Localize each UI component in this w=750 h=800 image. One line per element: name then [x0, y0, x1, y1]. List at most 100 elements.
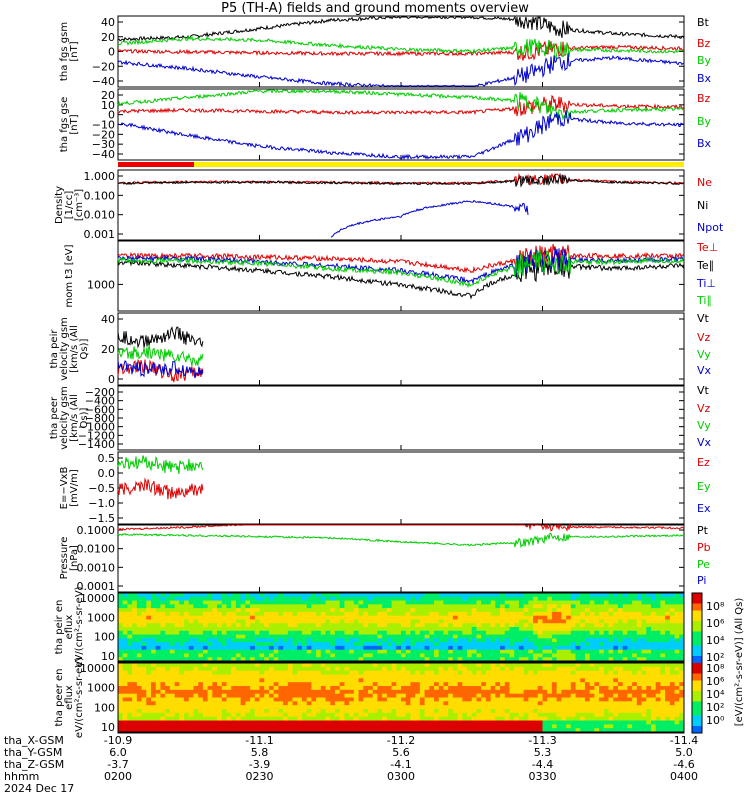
spectrogram-cell: [528, 716, 534, 721]
spectrogram-cell: [415, 619, 421, 624]
spectrogram-cell: [202, 623, 209, 628]
spectrogram-cell: [297, 630, 303, 635]
spectrogram-cell: [334, 728, 341, 733]
spectrogram-cell: [316, 645, 322, 651]
spectrogram-cell: [198, 619, 204, 624]
spectrogram-cell: [297, 600, 303, 605]
spectrogram-cell: [292, 716, 298, 721]
spectrogram-cell: [665, 593, 671, 598]
spectrogram-cell: [240, 630, 246, 635]
spectrogram-cell: [179, 716, 185, 721]
spectrogram-cell: [429, 701, 435, 706]
spectrogram-cell: [226, 670, 232, 675]
spectrogram-cell: [401, 678, 407, 683]
spectrogram-cell: [429, 674, 435, 679]
spectrogram-cell: [556, 724, 562, 729]
spectrogram-cell: [250, 623, 256, 628]
spectrogram-cell: [165, 689, 171, 695]
spectrogram-cell: [443, 649, 449, 654]
spectrogram-cell: [179, 663, 185, 668]
spectrogram-cell: [650, 642, 657, 647]
spectrogram-cell: [264, 678, 270, 683]
spectrogram-cell: [264, 653, 270, 658]
xaxis-value: 5.8: [251, 746, 269, 759]
spectrogram-cell: [169, 649, 175, 654]
spectrogram-cell: [622, 728, 628, 733]
spectrogram-cell: [316, 638, 322, 643]
spectrogram-cell: [311, 630, 317, 635]
spectrogram-cell: [471, 627, 477, 632]
spectrogram-cell: [617, 697, 624, 702]
spectrogram-cell: [599, 593, 605, 598]
spectrogram-cell: [537, 682, 543, 687]
spectrogram-cell: [589, 649, 595, 654]
spectrogram-cell: [471, 716, 477, 721]
spectrogram-cell: [207, 712, 213, 718]
spectrogram-cell: [617, 615, 624, 620]
spectrogram-cell: [377, 649, 383, 654]
spectrogram-cell: [485, 678, 492, 683]
spectrogram-cell: [476, 705, 482, 710]
spectrogram-cell: [396, 674, 402, 679]
spectrogram-cell: [570, 686, 576, 691]
spectrogram-cell: [118, 682, 124, 687]
spectrogram-cell: [419, 720, 425, 725]
spectrogram-cell: [603, 600, 609, 605]
spectrogram-cell: [264, 720, 270, 725]
spectrogram-cell: [334, 712, 341, 718]
spectrogram-cell: [481, 709, 487, 714]
spectrogram-cell: [367, 712, 374, 718]
spectrogram-cell: [401, 615, 407, 620]
spectrogram-cell: [358, 678, 364, 683]
spectrogram-cell: [372, 678, 378, 683]
spectrogram-cell: [377, 728, 383, 733]
spectrogram-cell: [372, 642, 378, 647]
spectrogram-cell: [283, 645, 289, 651]
spectrogram-cell: [165, 678, 171, 683]
spectrogram-cell: [632, 670, 638, 675]
spectrogram-cell: [377, 724, 383, 729]
spectrogram-cell: [155, 596, 161, 601]
spectrogram-cell: [240, 697, 246, 702]
spectrogram-cell: [136, 604, 142, 609]
spectrogram-cell: [646, 615, 652, 620]
spectrogram-cell: [448, 728, 454, 733]
spectrogram-cell: [198, 670, 204, 675]
spectrogram-cell: [561, 697, 567, 702]
spectrogram-cell: [481, 697, 487, 702]
ylabel-pressure: Pressure: [59, 537, 70, 580]
spectrogram-cell: [353, 642, 359, 647]
spectrogram-cell: [254, 600, 260, 605]
spectrogram-cell: [198, 689, 204, 695]
spectrogram-cell: [396, 678, 402, 683]
spectrogram-cell: [537, 686, 543, 691]
spectrogram-cell: [245, 604, 251, 609]
spectrogram-cell: [316, 627, 322, 632]
spectrogram-cell: [584, 674, 591, 679]
ytick-label-peir_en_eflux: 100: [94, 631, 115, 644]
spectrogram-cell: [273, 611, 279, 617]
colorbar-cell: [692, 659, 702, 664]
spectrogram-cell: [679, 600, 685, 605]
legend-fgs_gsm: By: [697, 54, 712, 67]
spectrogram-cell: [311, 615, 317, 620]
spectrogram-cell: [514, 697, 520, 702]
spectrogram-cell: [646, 608, 652, 613]
spectrogram-cell: [632, 596, 638, 601]
spectrogram-cell: [325, 720, 331, 725]
spectrogram-cell: [367, 615, 374, 620]
spectrogram-cell: [603, 701, 609, 706]
spectrogram-cell: [325, 653, 331, 658]
spectrogram-cell: [287, 697, 293, 702]
spectrogram-cell: [485, 645, 492, 651]
spectrogram-cell: [372, 611, 378, 617]
spectrogram-cell: [132, 642, 138, 647]
spectrogram-cell: [226, 638, 232, 643]
spectrogram-cell: [240, 674, 246, 679]
spectrogram-cell: [146, 705, 152, 710]
spectrogram-cell: [566, 627, 572, 632]
spectrogram-cell: [212, 724, 218, 729]
spectrogram-cell: [523, 593, 529, 598]
spectrogram-cell: [665, 701, 671, 706]
spectrogram-cell: [452, 615, 458, 620]
